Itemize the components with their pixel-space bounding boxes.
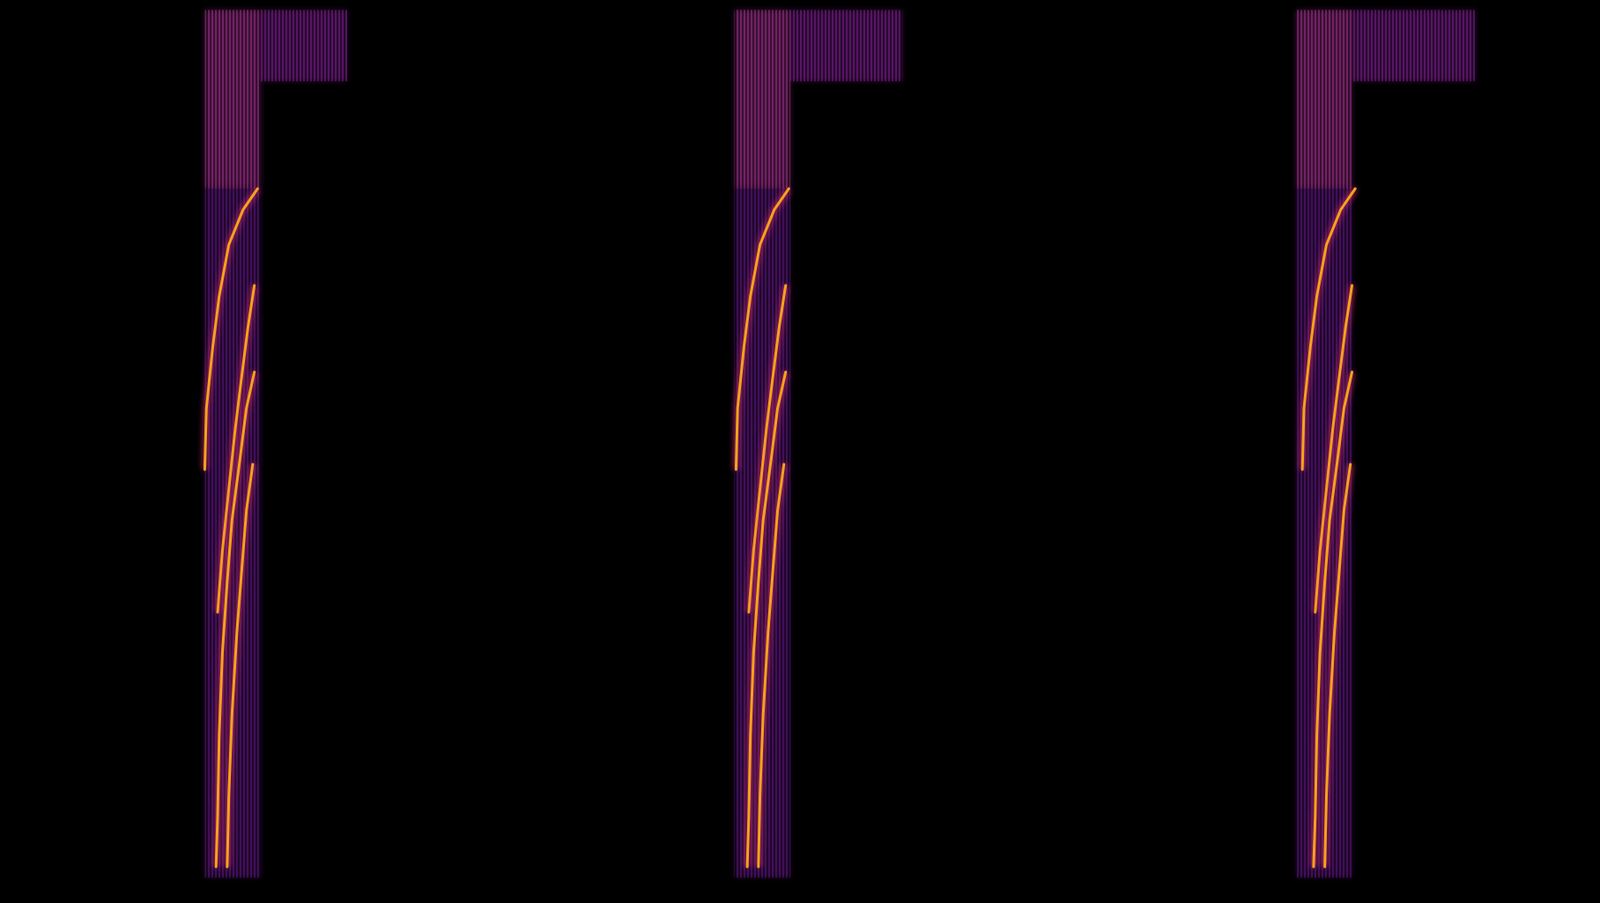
region-haze	[1296, 188, 1353, 878]
harmonic-trace	[1315, 285, 1353, 613]
energy-region	[1352, 9, 1476, 82]
plot-area	[204, 9, 1475, 878]
energy-region	[204, 188, 261, 878]
harmonic-trace	[217, 285, 255, 613]
region-haze	[204, 188, 261, 878]
harmonic-trace	[215, 371, 255, 867]
region-haze	[260, 9, 348, 82]
harmonic-glow	[1313, 371, 1353, 867]
region-haze	[734, 9, 792, 189]
region	[790, 9, 903, 82]
region	[1352, 9, 1476, 82]
harmonic-glow	[215, 371, 255, 867]
harmonic-trace	[758, 464, 785, 867]
energy-region	[734, 9, 792, 189]
harmonic-trace	[1325, 464, 1351, 867]
region-haze	[734, 188, 792, 878]
region-haze	[790, 9, 903, 82]
region	[734, 9, 792, 189]
harmonic-glow	[217, 285, 255, 613]
background	[0, 0, 1600, 903]
harmonic-glow	[1325, 464, 1351, 867]
region-haze	[1352, 9, 1476, 82]
harmonic-glow	[1315, 285, 1353, 613]
energy-region	[1296, 9, 1353, 189]
harmonic-trace	[1313, 371, 1353, 867]
region	[1296, 9, 1353, 189]
harmonic-glow	[227, 464, 253, 867]
harmonic-trace	[748, 285, 786, 613]
harmonic-glow	[747, 371, 786, 867]
energy-region	[204, 9, 261, 189]
harmonic-glow	[758, 464, 785, 867]
energy-region	[790, 9, 903, 82]
region	[204, 9, 261, 189]
harmonic-trace	[747, 371, 786, 867]
energy-region	[734, 188, 792, 878]
energy-region	[1296, 188, 1353, 878]
region	[204, 188, 261, 878]
harmonic-trace	[227, 464, 253, 867]
harmonic-glow	[748, 285, 786, 613]
spectrogram	[0, 0, 1600, 903]
region	[734, 188, 792, 878]
energy-region	[260, 9, 348, 82]
region	[260, 9, 348, 82]
region-haze	[204, 9, 261, 189]
region-haze	[1296, 9, 1353, 189]
region	[1296, 188, 1353, 878]
